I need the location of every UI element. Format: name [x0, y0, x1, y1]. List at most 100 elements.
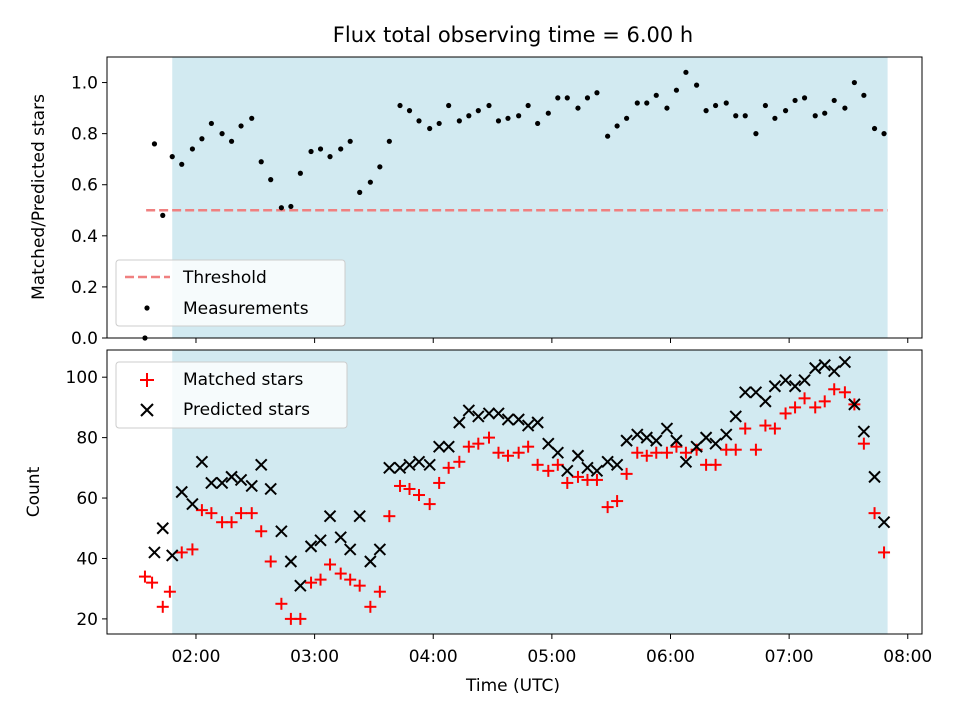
- matched-star-point: [590, 473, 603, 486]
- matched-star-point: [235, 507, 248, 520]
- matched-star-point: [245, 507, 258, 520]
- matched-star-point: [442, 461, 455, 474]
- matched-star-point: [679, 446, 692, 459]
- matched-star-point: [255, 525, 268, 538]
- measurement-point: [160, 212, 166, 218]
- x-tick-label: 08:00: [883, 647, 932, 667]
- measurement-point: [238, 123, 244, 129]
- matched-star-point: [571, 470, 584, 483]
- matched-star-point: [561, 476, 574, 489]
- predicted-star-point: [482, 407, 496, 420]
- matched-star-point: [542, 464, 555, 477]
- x-tick-label: 06:00: [646, 647, 695, 667]
- predicted-star-point: [601, 455, 614, 468]
- measurement-point: [703, 108, 709, 114]
- predicted-star-point: [432, 440, 446, 453]
- matched-star-point: [512, 446, 525, 459]
- predicted-star-point: [542, 437, 555, 450]
- matched-star-point: [798, 392, 811, 405]
- measurement-point: [733, 113, 739, 119]
- count-y-ticks: 20 40 60 80 100: [66, 368, 107, 630]
- predicted-star-point: [453, 416, 466, 429]
- matched-star-point: [660, 446, 673, 459]
- measurement-point: [278, 205, 284, 211]
- predicted-star-point: [650, 434, 663, 447]
- matched-star-point: [294, 612, 307, 625]
- matched-star-point: [828, 383, 841, 396]
- measurement-point: [466, 113, 472, 119]
- matched-star-point: [768, 422, 781, 435]
- predicted-star-point: [255, 458, 268, 472]
- measurement-point: [535, 120, 541, 127]
- measurement-point: [683, 69, 689, 75]
- measurement-point: [367, 179, 373, 185]
- measurement-point: [634, 100, 640, 106]
- matched-star-point: [482, 431, 495, 444]
- predicted-star-point: [225, 470, 238, 484]
- measurement-point: [446, 102, 452, 109]
- predicted-star-point: [323, 509, 337, 523]
- measurement-point: [249, 115, 255, 121]
- predicted-star-point: [334, 531, 347, 544]
- predicted-star-point: [709, 437, 722, 450]
- y-tick-label: 0.6: [71, 176, 98, 196]
- measurement-point: [644, 100, 650, 106]
- predicted-star-point: [798, 374, 811, 387]
- matched-star-point: [729, 443, 742, 456]
- predicted-star-point: [631, 428, 644, 441]
- measurement-point: [495, 118, 502, 124]
- predicted-star-point: [581, 461, 594, 475]
- measurement-point: [861, 92, 867, 98]
- matched-star-point: [413, 489, 426, 502]
- matched-star-point: [264, 555, 277, 568]
- predicted-star-point: [314, 534, 327, 547]
- y-tick-label: 20: [76, 610, 98, 630]
- predicted-star-point: [403, 458, 416, 472]
- predicted-star-point: [275, 525, 288, 538]
- predicted-star-point: [234, 473, 248, 487]
- matched-star-point: [314, 573, 327, 586]
- matched-star-point: [462, 440, 475, 453]
- x-tick-label: 07:00: [765, 647, 814, 667]
- matched-star-point: [759, 419, 772, 432]
- ratio-y-axis-label: Matched/Predicted stars: [29, 94, 49, 300]
- predicted-star-point: [393, 461, 407, 475]
- measurement-point: [208, 120, 214, 127]
- predicted-star-point: [512, 413, 525, 426]
- predicted-star-point: [620, 434, 633, 447]
- matched-stars-series: [138, 383, 891, 625]
- predicted-star-point: [610, 458, 624, 472]
- matched-star-point: [225, 516, 238, 529]
- matched-star-point: [838, 386, 851, 399]
- measurement-point: [199, 136, 205, 142]
- ratio-y-ticks: 0.0 0.2 0.4 0.6 0.8 1.0: [71, 74, 107, 349]
- predicted-star-point: [423, 458, 436, 472]
- matched-star-point: [601, 501, 614, 514]
- y-tick-label: 0.2: [71, 278, 98, 298]
- matched-star-point: [620, 467, 633, 480]
- measurement-point: [288, 203, 294, 210]
- measurement-point: [516, 113, 522, 119]
- legend-predicted-label: Predicted stars: [183, 400, 310, 420]
- matched-star-point: [423, 498, 436, 511]
- matched-star-point: [789, 401, 802, 414]
- ratio-plot-frame: [106, 56, 923, 339]
- predicted-star-point: [551, 446, 565, 459]
- predicted-star-point: [205, 476, 218, 490]
- measurement-point: [475, 108, 481, 114]
- measurement-point: [228, 138, 235, 144]
- matched-star-point: [857, 437, 870, 450]
- matched-star-point: [818, 395, 831, 408]
- measurement-point: [693, 82, 700, 88]
- measurement-point: [555, 95, 561, 101]
- ratio-legend: Threshold Measurements: [115, 259, 346, 327]
- measurement-point: [297, 170, 303, 176]
- measurement-point: [851, 79, 857, 86]
- x-axis-label: Time (UTC): [465, 676, 560, 696]
- matched-star-point: [492, 446, 505, 459]
- predicted-star-point: [186, 497, 199, 511]
- measurement-point: [357, 189, 363, 195]
- measurement-point: [584, 95, 591, 101]
- matched-star-point: [631, 446, 644, 459]
- predicted-star-point: [690, 440, 703, 453]
